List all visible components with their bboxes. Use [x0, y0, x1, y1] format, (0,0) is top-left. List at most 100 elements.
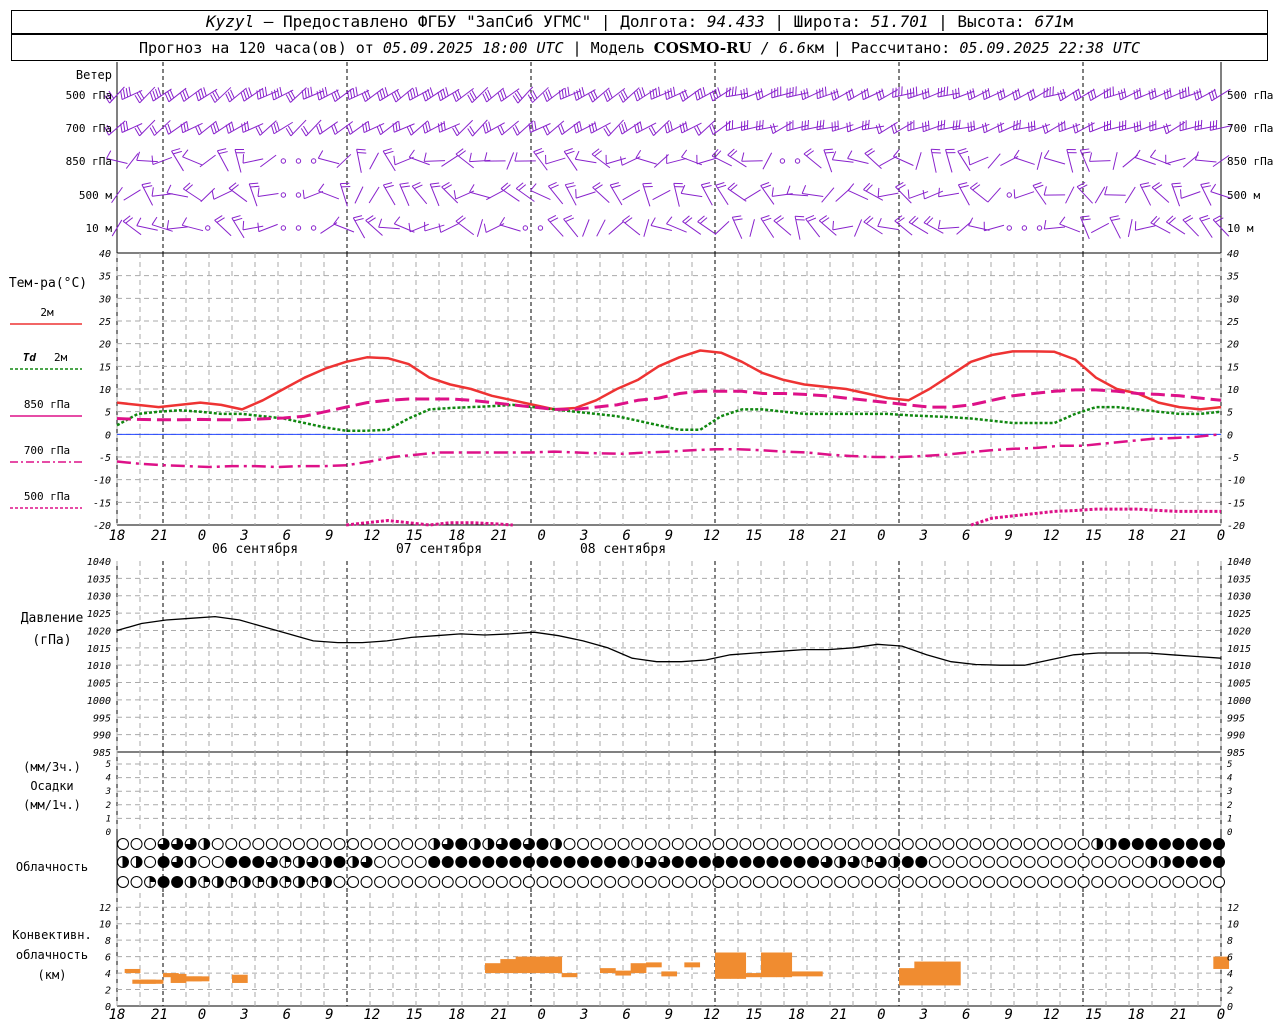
wind-barb-flag	[136, 125, 143, 134]
cloud-symbol	[712, 876, 725, 888]
wind-barb	[648, 120, 670, 136]
wind-barb-flag	[801, 185, 807, 194]
wind-barb-flag	[412, 88, 416, 98]
wind-barb	[548, 181, 564, 205]
wind-barb-flag	[1120, 89, 1124, 99]
wind-barb-flag	[1058, 122, 1060, 132]
wind-barb-shaft	[198, 120, 217, 136]
cloud-circle	[780, 838, 793, 850]
wind-barb	[1182, 215, 1199, 237]
wind-barb-flag	[822, 119, 825, 129]
temp-tick-label-right: -10	[1227, 476, 1245, 487]
wind-barb-shaft	[609, 184, 623, 206]
temp-tick-label: 30	[98, 294, 111, 305]
cloud-symbol	[617, 838, 630, 850]
wind-barb-flag	[408, 222, 411, 232]
cloud-circle	[1077, 838, 1090, 850]
cloud-symbol	[631, 856, 644, 868]
cloud-fill-half	[244, 876, 251, 888]
legend-td-symbol: Td	[23, 351, 37, 364]
wind-barb-flag	[152, 90, 157, 100]
wind-barb-flag	[514, 125, 520, 134]
wind-barb-flag	[576, 122, 580, 132]
wind-barb-flag	[1208, 92, 1213, 101]
cloud-symbol	[1077, 856, 1090, 868]
wind-barb-flag	[1081, 218, 1091, 221]
cloud-circle	[1199, 838, 1212, 850]
wind-barb-shaft	[908, 191, 929, 199]
conv-bar	[715, 952, 731, 979]
cloud-symbol	[725, 838, 738, 850]
wind-barb	[346, 121, 369, 135]
wind-barb	[1134, 149, 1156, 165]
wind-barb-flag	[803, 89, 807, 99]
wind-barb-flag	[636, 90, 641, 100]
prec-tick-label-right: 5	[1227, 760, 1232, 770]
wind-barb	[727, 148, 747, 168]
wind-barb-flag	[228, 123, 232, 133]
cloud-symbol	[685, 838, 698, 850]
wind-calm-circle	[205, 225, 211, 231]
prec-tick-label: 4	[106, 774, 111, 784]
cloud-symbol	[238, 856, 251, 868]
wind-barb-flag	[453, 190, 457, 200]
cloud-fill-half	[298, 856, 305, 868]
wind-barb-flag	[831, 151, 837, 160]
wind-barb-flag	[356, 148, 366, 151]
wind-barb-shaft	[547, 219, 564, 237]
cloud-symbol	[536, 856, 549, 868]
header-dash: –	[254, 12, 284, 31]
conv-bar	[232, 974, 248, 983]
wind-barb-flag	[1076, 182, 1086, 188]
wind-barb-flag	[603, 93, 608, 102]
hour-tick-label: 9	[325, 528, 333, 544]
wind-barb-shaft	[257, 193, 279, 197]
wind-barb	[336, 153, 352, 169]
wind-barb-flag	[411, 181, 421, 187]
wind-barb-shaft	[152, 88, 172, 102]
cloud-symbol	[319, 876, 332, 888]
wind-barb-flag	[594, 121, 598, 131]
cloud-symbol	[117, 838, 129, 850]
wind-barb-flag	[574, 150, 580, 160]
wind-barb-shaft	[304, 190, 324, 200]
wind-barb-shaft	[987, 153, 1001, 169]
wind-barb	[182, 149, 203, 166]
wind-barb	[452, 119, 473, 137]
wind-barb-flag	[770, 124, 774, 134]
prec-tick-label: 1	[106, 814, 111, 824]
cloud-symbol	[1037, 838, 1050, 850]
wind-barb-flag	[1168, 217, 1176, 225]
wind-barb-flag	[714, 88, 719, 98]
wind-barb-shaft	[643, 219, 650, 237]
wind-barb	[104, 86, 125, 104]
wind-barb-flag	[1028, 122, 1030, 132]
wind-barb-flag	[256, 90, 259, 100]
hour-tick-label: 15	[1085, 528, 1102, 544]
wind-barb-flag	[1149, 149, 1157, 158]
wind-barb	[711, 148, 732, 167]
wind-barb	[506, 152, 515, 170]
series-line-t850	[116, 388, 1222, 422]
cloud-symbol	[468, 838, 481, 850]
wind-barb-flag	[1032, 88, 1036, 98]
wind-barb-flag	[759, 120, 761, 130]
wind-barb-shaft	[248, 183, 258, 207]
cloud-symbol	[1131, 856, 1144, 868]
wind-barb-flag	[125, 217, 134, 224]
wind-barb-flag	[746, 87, 749, 97]
alt-value: 671	[1034, 12, 1064, 31]
date-label: 07 сентября	[396, 542, 482, 557]
wind-barb-flag	[861, 90, 864, 100]
wind-barb-flag	[1184, 87, 1187, 97]
cloud-symbol	[171, 856, 184, 868]
wind-barb-flag	[729, 150, 738, 158]
wind-barb-flag	[999, 89, 1003, 99]
hour-tick-label: 12	[363, 528, 380, 544]
wind-barb-shaft	[411, 185, 428, 205]
wind-barb-shaft	[563, 218, 579, 238]
wind-barb-shaft	[141, 184, 154, 206]
hour-tick-label: 0	[537, 1007, 545, 1023]
cloud-symbol	[915, 838, 928, 850]
cloud-symbol	[292, 838, 305, 850]
